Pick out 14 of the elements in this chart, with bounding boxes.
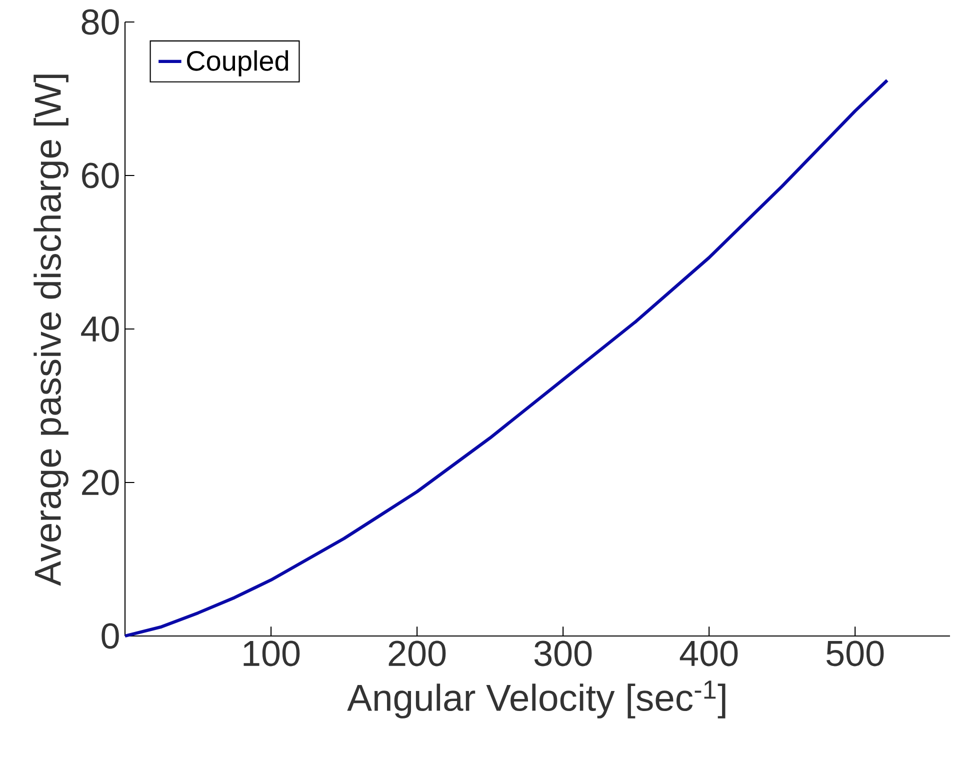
x-axis-title: Angular Velocity [sec$^{-1}$] [347,680,726,718]
y-tick-label: 0 [102,623,119,649]
x-tick-label: 300 [534,640,592,666]
line-series [123,78,889,638]
y-tick-label: 20 [82,470,119,496]
legend-label: Coupled [187,50,288,76]
x-tick-label: 400 [680,640,738,666]
y-tick-label: 60 [82,162,119,188]
y-tick-label: 40 [81,316,119,342]
y-axis-title: Average passive discharge [W] [34,74,68,586]
x-tick-label: 200 [388,640,446,666]
x-tick-label: 500 [826,640,884,666]
y-tick-label: 80 [82,9,119,35]
x-tick-label: 100 [244,640,300,666]
